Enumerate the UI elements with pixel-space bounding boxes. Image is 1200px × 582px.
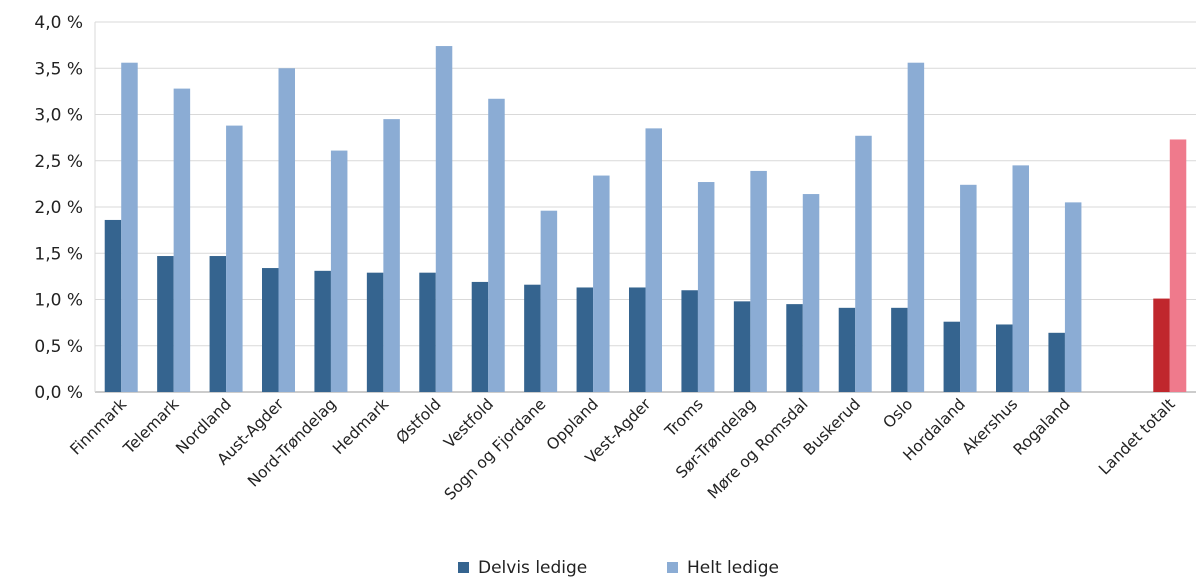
y-tick-label: 0,5 % — [34, 337, 83, 357]
bar-delvis-ledige-troms — [681, 290, 698, 392]
x-tick-label-rogaland: Rogaland — [1010, 395, 1074, 459]
bar-delvis-ledige-hedmark — [366, 272, 384, 392]
legend-swatch-helt-ledige — [667, 562, 678, 573]
y-tick-label: 3,0 % — [34, 106, 83, 126]
bar-helt-ledige-oppland — [593, 175, 610, 392]
bar-delvis-ledige-ostfold — [419, 272, 436, 392]
bar-delvis-ledige-nordland — [209, 256, 227, 392]
bar-delvis-ledige-telemark — [157, 256, 174, 392]
bar-delvis-ledige-more-og-romsdal — [786, 304, 803, 392]
bar-delvis-ledige-oppland — [576, 287, 594, 392]
bar-delvis-ledige-oslo — [891, 307, 908, 392]
x-tick-label-oslo: Oslo — [880, 395, 917, 432]
bar-delvis-ledige-vestfold — [471, 281, 489, 392]
bar-helt-ledige-sogn-og-fjordane — [540, 210, 558, 392]
x-axis: FinnmarkTelemarkNordlandAust-AgderNord-T… — [67, 395, 1179, 504]
x-tick-label-troms: Troms — [661, 395, 707, 441]
x-tick-label-nord-trondelag: Nord-Trøndelag — [244, 395, 340, 491]
bar-helt-ledige-troms — [697, 182, 715, 392]
x-tick-label-finnmark: Finnmark — [67, 395, 130, 458]
bar-delvis-ledige-akershus — [996, 324, 1013, 392]
y-tick-label: 3,5 % — [34, 59, 83, 79]
x-tick-label-more-og-romsdal: Møre og Romsdal — [704, 395, 811, 502]
bar-delvis-ledige-buskerud — [838, 307, 856, 392]
bar-delvis-ledige-landet-totalt — [1153, 298, 1170, 392]
x-tick-label-ostfold: Østfold — [393, 395, 445, 447]
x-tick-label-telemark: Telemark — [119, 395, 182, 458]
y-tick-label: 4,0 % — [34, 13, 83, 33]
bar-delvis-ledige-finnmark — [104, 219, 122, 392]
x-tick-label-landet-totalt: Landet totalt — [1095, 395, 1178, 478]
bar-helt-ledige-hordaland — [960, 184, 977, 392]
y-tick-label: 0,0 % — [34, 383, 83, 403]
y-tick-label: 2,0 % — [34, 198, 83, 218]
y-tick-label: 1,5 % — [34, 244, 83, 264]
legend-label-delvis-ledige: Delvis ledige — [478, 558, 587, 578]
bar-helt-ledige-sor-trondelag — [750, 170, 767, 392]
bar-helt-ledige-ostfold — [435, 46, 453, 393]
bar-helt-ledige-landet-totalt — [1169, 139, 1187, 392]
bar-delvis-ledige-hordaland — [943, 321, 961, 392]
legend: Delvis ledige Helt ledige — [458, 558, 779, 578]
bar-helt-ledige-telemark — [173, 88, 191, 392]
bar-helt-ledige-nord-trondelag — [330, 150, 348, 392]
bar-helt-ledige-vest-agder — [645, 128, 662, 392]
bar-delvis-ledige-sor-trondelag — [733, 301, 751, 392]
bar-helt-ledige-akershus — [1012, 165, 1029, 392]
x-tick-label-sogn-og-fjordane: Sogn og Fjordane — [441, 395, 550, 504]
bar-helt-ledige-buskerud — [855, 135, 872, 392]
bar-helt-ledige-nordland — [226, 125, 243, 392]
bar-delvis-ledige-aust-agder — [262, 268, 279, 392]
bar-helt-ledige-more-og-romsdal — [802, 194, 820, 392]
y-axis: 0,0 % 0,5 % 1,0 % 1,5 % 2,0 % 2,5 % 3,0 % 3,5 %… — [34, 13, 83, 403]
bar-helt-ledige-finnmark — [121, 62, 138, 392]
x-tick-label-buskerud: Buskerud — [800, 395, 864, 459]
bar-helt-ledige-oslo — [907, 62, 925, 392]
legend-label-helt-ledige: Helt ledige — [687, 558, 779, 578]
y-tick-label: 1,0 % — [34, 291, 83, 311]
x-tick-label-hedmark: Hedmark — [329, 395, 392, 458]
bar-delvis-ledige-rogaland — [1048, 332, 1065, 392]
legend-swatch-delvis-ledige — [458, 562, 469, 573]
bar-helt-ledige-hedmark — [383, 119, 400, 392]
bars — [104, 46, 1187, 393]
bar-delvis-ledige-sogn-og-fjordane — [524, 284, 541, 392]
bar-delvis-ledige-vest-agder — [629, 287, 646, 392]
bar-delvis-ledige-nord-trondelag — [314, 270, 331, 392]
bar-helt-ledige-rogaland — [1064, 202, 1082, 392]
y-tick-label: 2,5 % — [34, 152, 83, 172]
bar-helt-ledige-aust-agder — [278, 68, 295, 392]
bar-helt-ledige-vestfold — [488, 98, 505, 393]
